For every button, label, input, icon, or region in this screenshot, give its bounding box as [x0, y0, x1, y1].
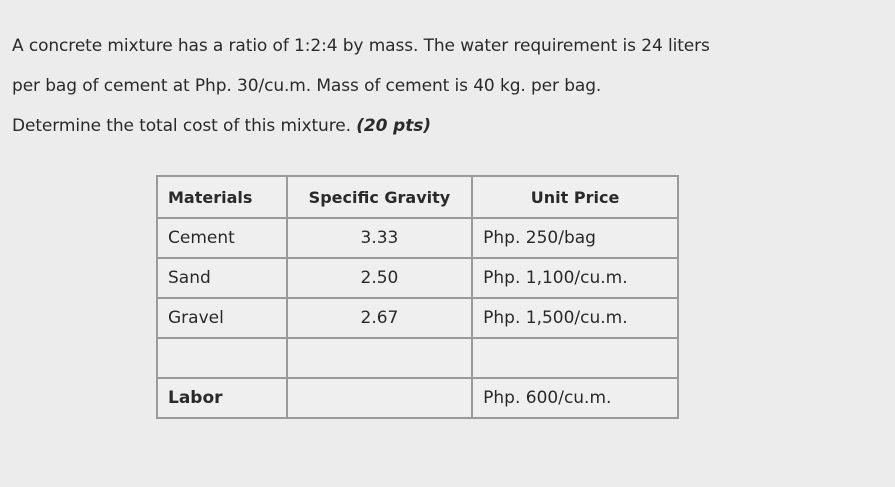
cell-material: Gravel	[156, 297, 288, 339]
cell-price: Php. 1,500/cu.m.	[471, 297, 679, 339]
cell-gravity: 2.50	[285, 257, 474, 299]
problem-question: Determine the total cost of this mixture…	[12, 116, 357, 136]
header-unit-price: Unit Price	[471, 175, 679, 219]
cell-price: Php. 250/bag	[471, 217, 679, 259]
cell-material: Cement	[156, 217, 288, 259]
cell-material	[156, 337, 288, 379]
points-label: (20 pts)	[356, 116, 431, 136]
cell-gravity	[285, 377, 474, 419]
problem-line-1: A concrete mixture has a ratio of 1:2:4 …	[12, 36, 710, 56]
cell-gravity: 3.33	[285, 217, 474, 259]
cell-gravity	[285, 337, 474, 379]
cell-price: Php. 1,100/cu.m.	[471, 257, 679, 299]
cell-price	[471, 337, 679, 379]
problem-line-3: Determine the total cost of this mixture…	[12, 106, 892, 146]
table-row: Labor Php. 600/cu.m.	[156, 377, 679, 419]
cell-material: Labor	[156, 377, 288, 419]
cell-material: Sand	[156, 257, 288, 299]
table-row: Gravel 2.67 Php. 1,500/cu.m.	[156, 297, 679, 339]
problem-statement: A concrete mixture has a ratio of 1:2:4 …	[12, 26, 892, 146]
table-row: Sand 2.50 Php. 1,100/cu.m.	[156, 257, 679, 299]
header-specific-gravity: Specific Gravity	[285, 175, 474, 219]
header-materials: Materials	[156, 175, 288, 219]
materials-table: Materials Specific Gravity Unit Price Ce…	[156, 175, 679, 419]
cell-gravity: 2.67	[285, 297, 474, 339]
table-row: Cement 3.33 Php. 250/bag	[156, 217, 679, 259]
table-header-row: Materials Specific Gravity Unit Price	[156, 175, 679, 219]
table-row	[156, 337, 679, 379]
cell-price: Php. 600/cu.m.	[471, 377, 679, 419]
problem-line-2: per bag of cement at Php. 30/cu.m. Mass …	[12, 76, 602, 96]
